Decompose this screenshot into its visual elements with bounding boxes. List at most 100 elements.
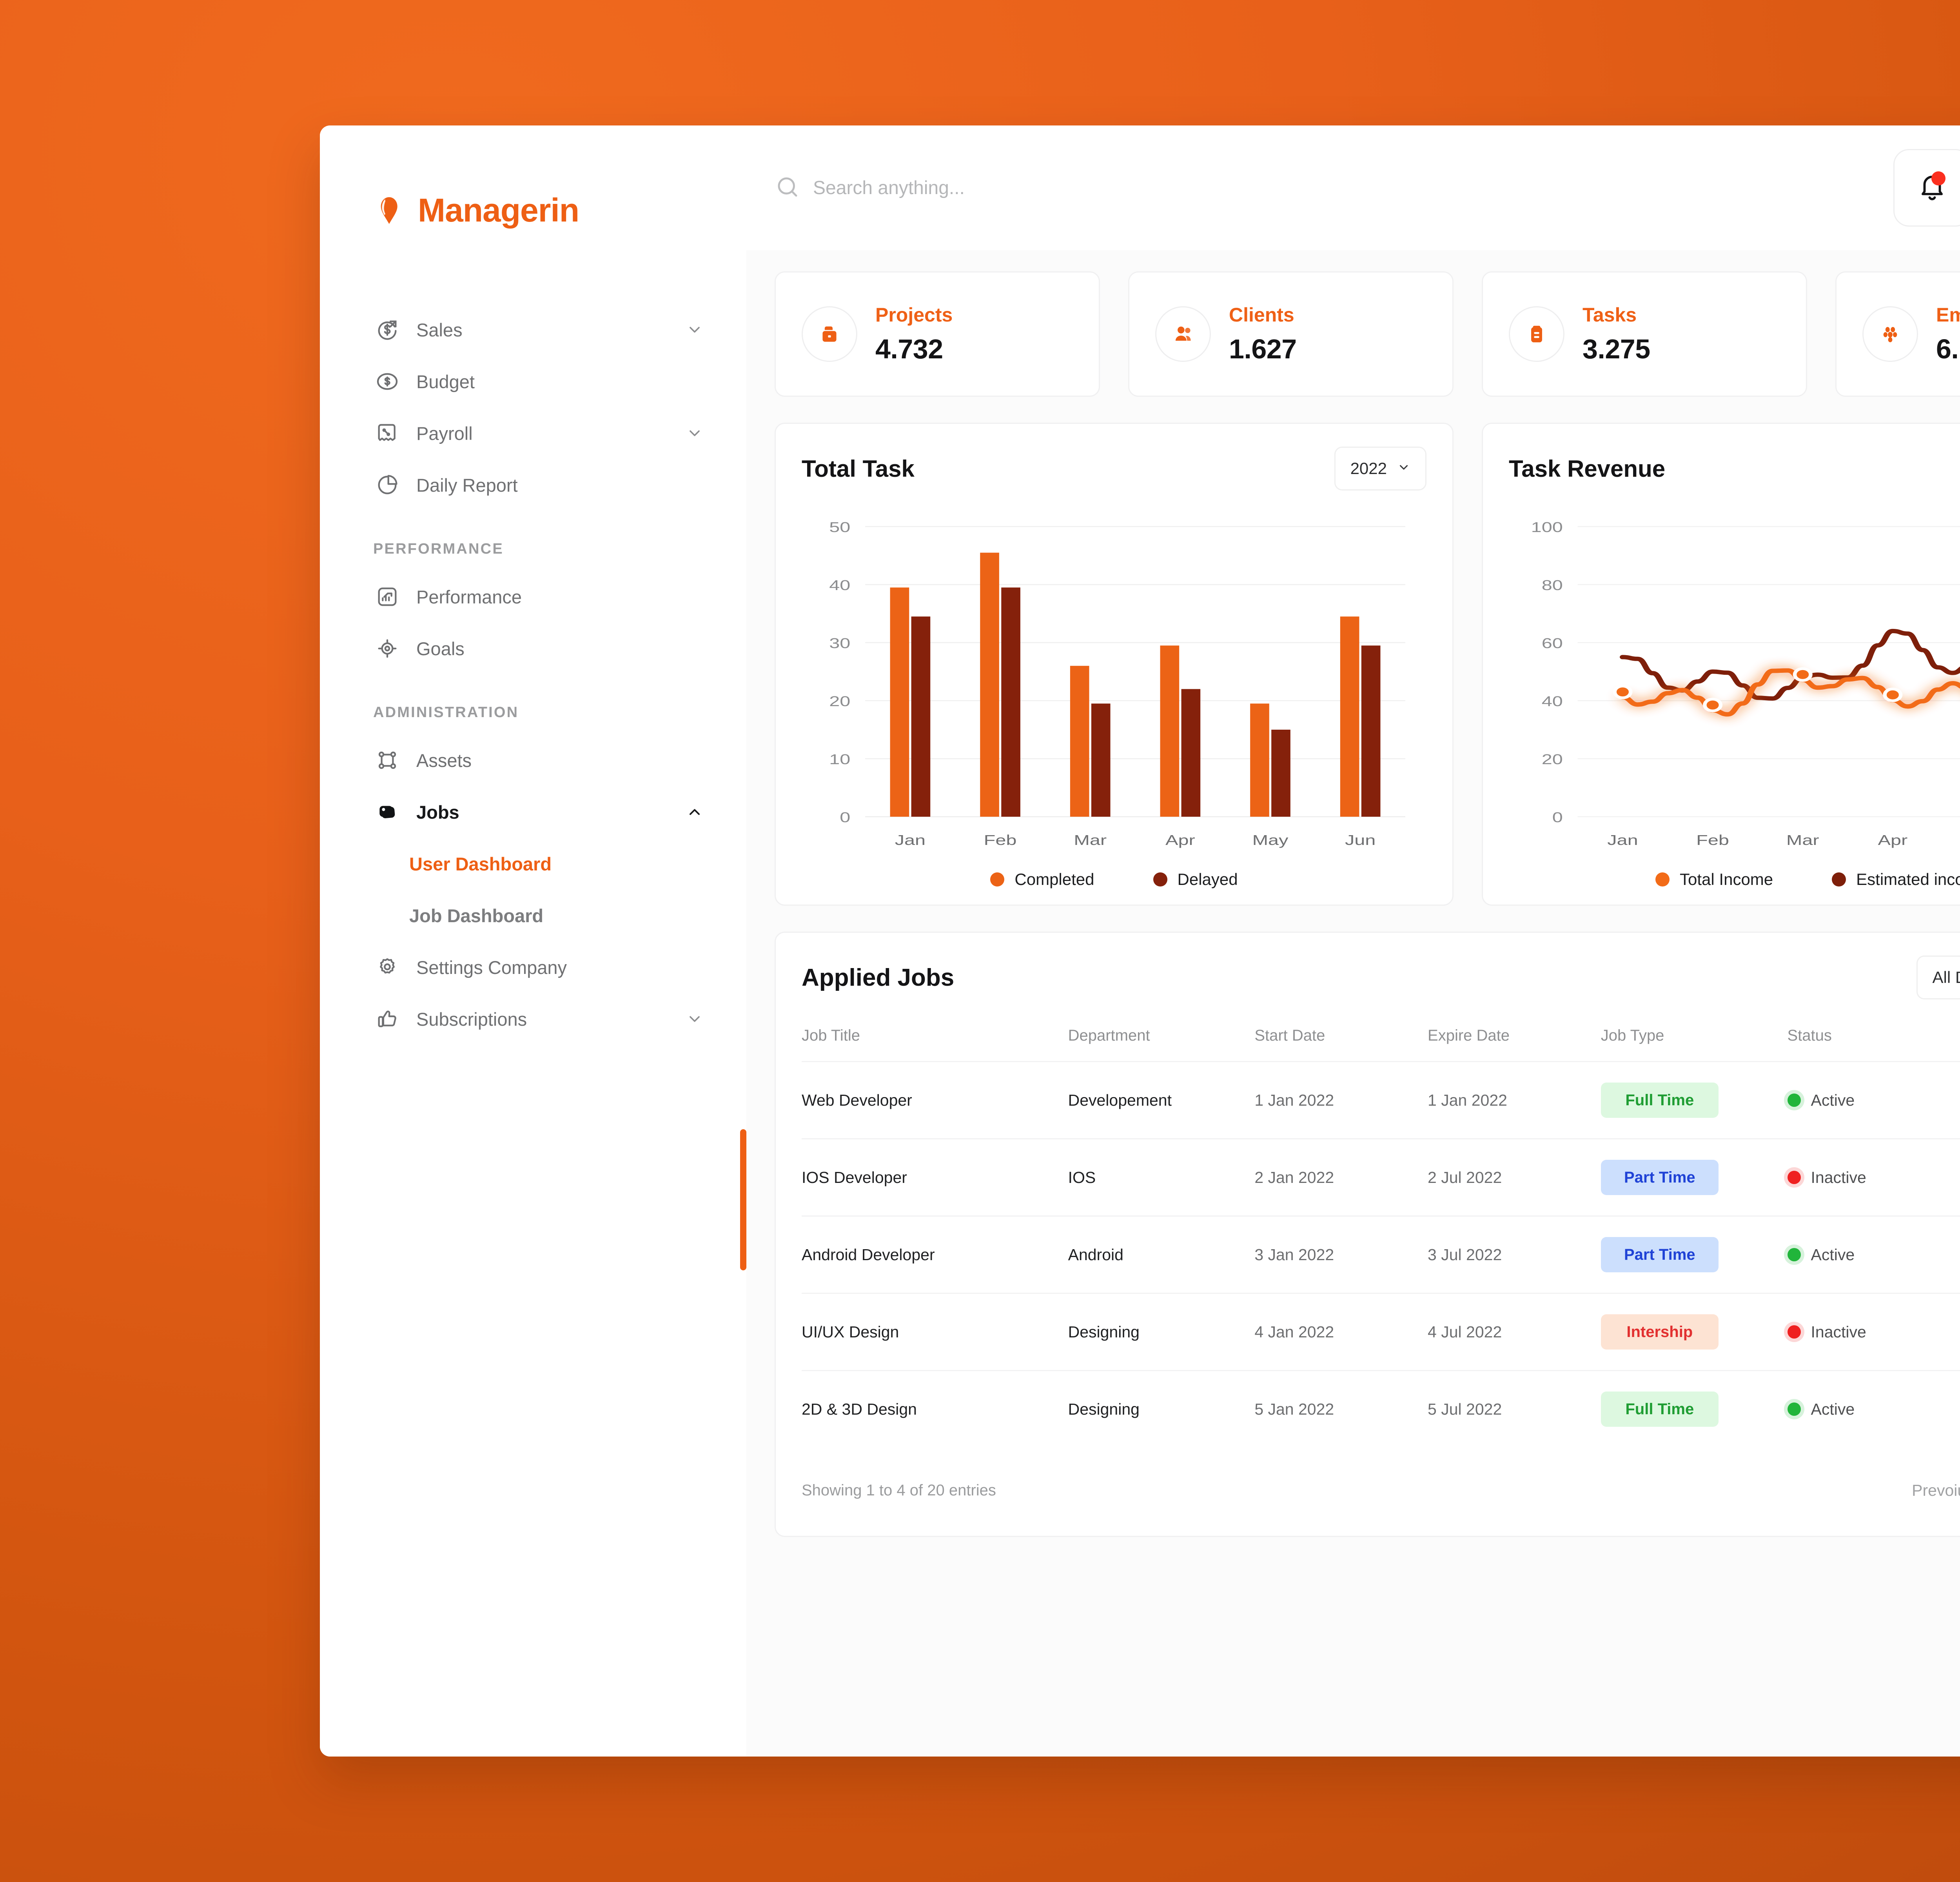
applied-jobs-card: Applied Jobs All Data 2022 [775, 932, 1960, 1537]
legend-label: Delayed [1177, 870, 1238, 888]
sidebar-item-jobs[interactable]: Jobs [320, 786, 746, 838]
cell-job-type: Full Time [1601, 1061, 1788, 1139]
task-revenue-card: Task Revenue 2022 0 20 40 60 80 100 Jan Feb Mar A… [1482, 423, 1960, 906]
sidebar-subitem-user-dashboard[interactable]: User Dashboard [320, 838, 746, 890]
svg-text:Jun: Jun [1345, 832, 1376, 848]
svg-text:Feb: Feb [1696, 832, 1729, 848]
sidebar-item-performance[interactable]: Performance [320, 571, 746, 623]
stat-label: Projects [875, 304, 953, 326]
chevron-down-icon[interactable] [686, 321, 703, 338]
sidebar-nav: Sales Budget Payroll [320, 304, 746, 1045]
cell-status: Inactive [1787, 1293, 1960, 1371]
cell-department: Designing [1068, 1293, 1255, 1371]
total-task-year-select[interactable]: 2022 [1334, 447, 1426, 490]
stat-label: Clients [1229, 304, 1294, 326]
pagination-info: Showing 1 to 4 of 20 entries [802, 1481, 996, 1499]
stat-card-clients[interactable]: Clients 1.627 [1128, 271, 1454, 397]
sidebar-item-settings-company[interactable]: Settings Company [320, 941, 746, 993]
pie-chart-icon [373, 472, 401, 498]
table-row[interactable]: UI/UX Design Designing 4 Jan 2022 4 Jul 202… [802, 1293, 1960, 1371]
payroll-receipt-icon [373, 421, 401, 446]
col-department: Department [1068, 1027, 1150, 1044]
svg-text:30: 30 [829, 636, 850, 651]
table-row[interactable]: Web Developer Developement 1 Jan 2022 1 Jan… [802, 1061, 1960, 1139]
task-revenue-legend: Total Income Estimated income [1509, 870, 1960, 889]
stat-card-employees[interactable]: Employees 6.187 [1835, 271, 1960, 397]
svg-text:Feb: Feb [984, 832, 1017, 848]
cell-expire-date: 2 Jul 2022 [1428, 1138, 1601, 1216]
pagination-controls: Prevoius 1 2 Next [1912, 1470, 1960, 1511]
total-task-plot: 0 10 20 30 40 50 Jan Feb Mar Apr May Jun [802, 515, 1426, 860]
cell-status: Active [1787, 1061, 1960, 1139]
stat-label: Tasks [1583, 304, 1637, 326]
sidebar-item-goals[interactable]: Goals [320, 623, 746, 674]
chevron-down-icon[interactable] [686, 425, 703, 442]
sidebar-item-subscriptions[interactable]: Subscriptions [320, 993, 746, 1045]
dollar-circle-icon [373, 369, 401, 394]
cell-department: Developement [1068, 1061, 1255, 1139]
task-revenue-header: Task Revenue 2022 [1509, 447, 1960, 490]
status-badge: Active [1787, 1246, 1960, 1264]
chart-title: Total Task [802, 455, 915, 482]
stat-value: 1.627 [1229, 334, 1297, 364]
topbar [746, 125, 1960, 250]
applied-jobs-table: Job Title Department Start Date Expire D… [802, 1027, 1960, 1447]
col-expire-date: Expire Date [1428, 1027, 1510, 1044]
status-badge: Inactive [1787, 1323, 1960, 1341]
sidebar-subitem-label: Job Dashboard [409, 905, 544, 926]
stat-value: 6.187 [1936, 334, 1960, 364]
sidebar-item-sales[interactable]: Sales [320, 304, 746, 356]
sidebar-group-performance: PERFORMANCE [373, 541, 504, 557]
target-icon [373, 636, 401, 661]
search-input[interactable] [813, 177, 1166, 199]
svg-text:10: 10 [829, 752, 850, 767]
status-dot [1787, 1402, 1801, 1416]
pagination-previous[interactable]: Prevoius [1912, 1481, 1960, 1499]
col-job-title: Job Title [802, 1027, 860, 1044]
sidebar-item-label: Budget [416, 371, 475, 392]
legend-label: Estimated income [1856, 870, 1960, 888]
clipboard-icon [1509, 306, 1564, 362]
svg-text:0: 0 [840, 810, 850, 825]
stat-card-projects[interactable]: Projects 4.732 [775, 271, 1100, 397]
svg-text:20: 20 [829, 694, 850, 709]
cell-department: Android [1068, 1215, 1255, 1293]
legend-item-estimated-income: Estimated income [1832, 870, 1960, 889]
cell-expire-date: 3 Jul 2022 [1428, 1215, 1601, 1293]
svg-text:20: 20 [1542, 752, 1563, 767]
cell-start-date: 4 Jan 2022 [1254, 1293, 1428, 1371]
sidebar-item-payroll[interactable]: Payroll [320, 407, 746, 459]
table-title: Applied Jobs [802, 964, 955, 991]
briefcase-icon [802, 306, 857, 362]
cell-start-date: 5 Jan 2022 [1254, 1370, 1428, 1447]
legend-dot [1655, 872, 1670, 887]
all-data-filter[interactable]: All Data [1916, 956, 1960, 999]
job-type-badge: Intership [1601, 1314, 1719, 1350]
sidebar-item-label: Settings Company [416, 957, 567, 978]
stat-value: 3.275 [1583, 334, 1650, 364]
sidebar-subitem-job-dashboard[interactable]: Job Dashboard [320, 890, 746, 941]
sidebar-item-assets[interactable]: Assets [320, 734, 746, 786]
gear-icon [373, 955, 401, 980]
cell-job-type: Part Time [1601, 1138, 1788, 1216]
task-revenue-plot: 020406080100JanFebMarAprMayJun [1509, 515, 1960, 860]
legend-label: Total Income [1680, 870, 1773, 888]
status-dot [1787, 1094, 1801, 1107]
chevron-up-icon[interactable] [686, 803, 703, 821]
status-dot [1787, 1171, 1801, 1184]
stat-card-tasks[interactable]: Tasks 3.275 [1482, 271, 1807, 397]
table-row[interactable]: IOS Developer IOS 2 Jan 2022 2 Jul 2022 Part… [802, 1138, 1960, 1216]
legend-dot [990, 872, 1005, 887]
notifications-button[interactable] [1893, 149, 1960, 227]
thumbs-up-icon [373, 1006, 401, 1032]
cell-status: Active [1787, 1370, 1960, 1447]
chevron-down-icon[interactable] [686, 1010, 703, 1028]
sidebar-item-daily-report[interactable]: Daily Report [320, 459, 746, 511]
legend-dot [1832, 872, 1846, 887]
table-row[interactable]: Android Developer Android 3 Jan 2022 3 Jul … [802, 1215, 1960, 1293]
table-row[interactable]: 2D & 3D Design Designing 5 Jan 2022 5 Jul 2… [802, 1370, 1960, 1447]
sidebar-item-budget[interactable]: Budget [320, 356, 746, 407]
cell-department: Designing [1068, 1370, 1255, 1447]
search-bar[interactable] [775, 174, 1893, 202]
employees-icon [1862, 306, 1918, 362]
